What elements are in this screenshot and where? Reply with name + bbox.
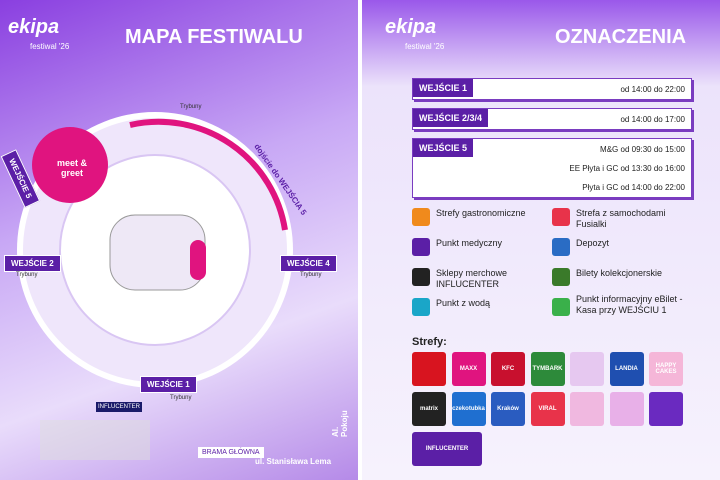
zone-tile: Kraków	[491, 392, 525, 426]
legend-label: Sklepy merchowe INFLUCENTER	[436, 268, 508, 289]
gate: WEJŚCIE 1	[413, 79, 474, 97]
map-drawing	[17, 112, 293, 460]
time: Płyta i GC od 14:00 do 22:00	[582, 183, 685, 192]
title: MAPA FESTIWALU	[125, 26, 303, 48]
schedule-row: WEJŚCIE 2/3/4 od 14:00 do 17:00	[412, 108, 692, 130]
avenue: Al. Pokoju	[331, 410, 349, 437]
meet-greet-zone	[32, 127, 108, 203]
time: EE Płyta i GC od 13:30 do 16:00	[569, 164, 685, 173]
influcenter-label: INFLUCENTER	[96, 402, 143, 412]
zone-tile	[570, 352, 604, 386]
zone-tile	[609, 392, 644, 426]
legend-icon	[412, 268, 430, 286]
logo: ekipa	[385, 16, 437, 38]
zone-tile	[412, 352, 446, 386]
meet-greet-label: meet & greet	[56, 158, 87, 178]
legend-icon	[552, 208, 570, 226]
street: ul. Stanisława Lema	[255, 457, 332, 466]
schedule-row: WEJŚCIE 5 M&G od 09:30 do 15:00 EE Płyta…	[412, 138, 692, 198]
zone-tile: matrix	[412, 392, 446, 426]
zone-tile: TYMBARK	[530, 352, 565, 386]
time: od 14:00 do 22:00	[620, 85, 685, 94]
zone-tile	[649, 392, 683, 426]
zone-tile: LANDIA	[609, 352, 644, 386]
zones-title: Strefy:	[412, 336, 447, 348]
gate: WEJŚCIE 2/3/4	[413, 109, 489, 127]
legend-label: Punkt informacyjny eBilet - Kasa przy WE…	[576, 294, 683, 315]
stands-label: Trybuny	[170, 395, 192, 401]
zone-tile: VIRAL	[530, 392, 565, 426]
legend-label: Strefy gastronomiczne	[436, 208, 526, 218]
legend-label: Bilety kolekcjonerskie	[576, 268, 663, 278]
entrance-tag: WEJŚCIE 1	[140, 376, 197, 393]
map-panel: ekipa festiwal '26 MAPA FESTIWALU meet &…	[0, 0, 358, 480]
legend-icon	[552, 238, 570, 256]
title: OZNACZENIA	[555, 26, 687, 48]
subtitle: festiwal '26	[405, 42, 445, 51]
stands-label: Trybuny	[180, 104, 202, 110]
parking	[40, 420, 150, 460]
time: od 14:00 do 17:00	[620, 115, 685, 124]
entrance-tag: WEJŚCIE 4	[280, 255, 337, 272]
subtitle: festiwal '26	[30, 42, 70, 51]
logo: ekipa	[8, 16, 60, 38]
legend-label: Punkt z wodą	[436, 298, 491, 308]
zone-tile: HAPPY CAKES	[649, 352, 683, 386]
legend-label: Punkt medyczny	[436, 238, 503, 248]
legend-label: Depozyt	[576, 238, 610, 248]
main-gate: BRAMA GŁÓWNA	[198, 447, 264, 458]
zone-tile: czekotubka	[451, 392, 486, 426]
legend-icon	[552, 268, 570, 286]
stands-label: Trybuny	[16, 272, 38, 278]
legend-label: Strefa z samochodami Fusialki	[576, 208, 666, 229]
stands-label: Trybuny	[300, 272, 322, 278]
time: M&G od 09:30 do 15:00	[600, 145, 685, 154]
zone-tile: INFLUCENTER	[412, 432, 482, 466]
zone-tile: MAXX	[451, 352, 486, 386]
path-arc	[129, 118, 288, 231]
legend-icon	[412, 238, 430, 256]
legend-icon	[412, 298, 430, 316]
zone-tile	[570, 392, 604, 426]
legend-icon	[412, 208, 430, 226]
gate: WEJŚCIE 5	[413, 139, 474, 157]
legend-icon	[552, 298, 570, 316]
schedule-row: WEJŚCIE 1 od 14:00 do 22:00	[412, 78, 692, 100]
entrance-tag: WEJŚCIE 2	[4, 255, 61, 272]
stage	[190, 240, 206, 280]
zone-tile: KFC	[491, 352, 525, 386]
